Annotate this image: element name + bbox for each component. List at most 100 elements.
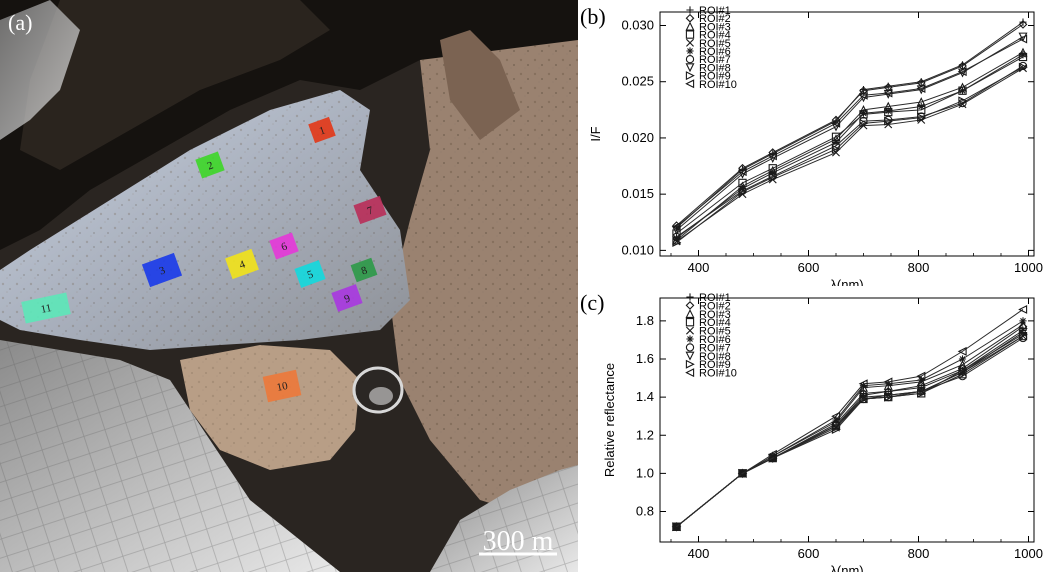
data-point: [859, 118, 869, 128]
y-tick-label: 1.4: [636, 389, 654, 404]
legend-marker: [686, 6, 694, 14]
y-tick-label: 0.025: [621, 74, 654, 89]
data-point: [831, 425, 841, 435]
y-tick-label: 1.2: [636, 427, 654, 442]
legend-label: ROI#4: [699, 317, 731, 329]
legend-entry: ROI#6: [686, 46, 731, 58]
roi-patch-label: 2: [206, 159, 215, 172]
roi-patch-rect: [331, 284, 363, 312]
roi-patch-rect: [353, 195, 387, 225]
legend-label: ROI#4: [699, 30, 731, 42]
legend-label: ROI#10: [699, 368, 737, 380]
data-point: [858, 90, 868, 100]
data-point: [883, 377, 893, 387]
legend-label: ROI#3: [699, 21, 731, 33]
roi-patch-10: 10: [262, 369, 302, 403]
legend-label: ROI#8: [699, 351, 731, 363]
x-tick-label: 400: [688, 546, 710, 561]
legend-marker: [685, 368, 695, 378]
legend-entry: ROI#5: [686, 38, 731, 50]
data-point: [1019, 317, 1027, 325]
roi-patch-5: 5: [294, 260, 326, 288]
legend-label: ROI#5: [699, 38, 731, 50]
legend-marker: [685, 30, 695, 39]
legend-marker: [686, 47, 694, 55]
data-point: [767, 151, 777, 161]
roi-patch-label: 7: [366, 204, 376, 217]
legend-marker: [686, 38, 694, 47]
data-point: [1018, 34, 1028, 44]
legend-marker: [686, 326, 694, 335]
data-point: [858, 379, 868, 389]
legend-entry: ROI#8: [685, 351, 731, 363]
legend-label: ROI#1: [699, 5, 731, 17]
data-point: [883, 88, 893, 98]
legend-label: ROI#7: [699, 342, 731, 354]
legend-label: ROI#1: [699, 292, 731, 304]
series-roi-10: [671, 304, 1028, 532]
legend-marker: [685, 63, 695, 73]
legend-marker: [685, 55, 695, 64]
legend-entry: ROI#3: [685, 21, 731, 33]
legend-label: ROI#6: [699, 46, 731, 58]
data-point: [883, 391, 893, 401]
data-point: [958, 96, 968, 106]
data-point: [957, 67, 967, 77]
roi-patch-label: 1: [318, 124, 327, 137]
data-point: [832, 416, 840, 424]
legend-label: ROI#8: [699, 62, 731, 74]
data-point: [831, 132, 841, 141]
roi-patch-label: 8: [360, 264, 370, 277]
legend-marker: [686, 293, 694, 301]
legend-label: ROI#9: [699, 359, 731, 371]
legend-marker: [685, 13, 695, 23]
data-point: [671, 522, 681, 532]
roi-patch-1: 1: [308, 116, 336, 144]
terrain-image: 1 2 3 4 5 6 7 8 9 10 11 300 m (a): [0, 0, 578, 572]
series-roi-5: [672, 64, 1027, 246]
legend-label: ROI#5: [699, 326, 731, 338]
roi-patch-rect: [195, 151, 225, 179]
data-point: [957, 346, 967, 356]
chart-if-panel: (b) 400 600 800 1000 0.010 0.015 0.020 0.025 0.03…: [578, 0, 1052, 292]
legend-entry: ROI#8: [685, 62, 731, 74]
roi-patch-rect: [269, 232, 299, 260]
data-point: [917, 388, 927, 398]
y-tick-label: 1.0: [636, 465, 654, 480]
y-axis-label: Relative reflectance: [602, 363, 617, 477]
data-point: [831, 421, 841, 431]
data-point: [884, 107, 893, 117]
legend-label: ROI#3: [699, 309, 731, 321]
roi-patch-8: 8: [350, 257, 378, 283]
legend-entry: ROI#4: [685, 317, 731, 329]
data-point: [917, 113, 927, 123]
data-point: [1019, 51, 1027, 59]
roi-patch-9: 9: [331, 284, 363, 312]
data-point: [738, 187, 748, 197]
legend-marker: [685, 21, 695, 31]
series-line: [676, 67, 1024, 242]
x-tick-label: 1000: [1014, 260, 1043, 275]
roi-patch-3: 3: [141, 252, 183, 288]
series-line: [676, 333, 1024, 528]
legend-marker: [685, 301, 695, 310]
x-axis-label: λ(nm): [830, 277, 863, 286]
y-tick-label: 1.6: [636, 351, 654, 366]
data-point: [916, 83, 926, 93]
plot-frame: [659, 297, 1035, 543]
x-tick-label: 1000: [1014, 546, 1043, 561]
roi-patch-label: 10: [276, 380, 290, 394]
legend-entry: ROI#10: [685, 79, 737, 91]
y-tick-label: 0.015: [621, 186, 654, 201]
legend-label: ROI#2: [699, 300, 731, 312]
data-point: [884, 392, 894, 402]
data-point: [831, 118, 841, 128]
roi-patch-7: 7: [353, 195, 387, 225]
series-line: [676, 309, 1024, 528]
series-roi-10: [671, 34, 1028, 232]
y-tick-label: 0.020: [621, 130, 654, 145]
data-point: [738, 184, 747, 193]
data-point: [917, 376, 925, 384]
x-axis-label: λ(nm): [830, 563, 863, 572]
data-point: [859, 110, 868, 119]
